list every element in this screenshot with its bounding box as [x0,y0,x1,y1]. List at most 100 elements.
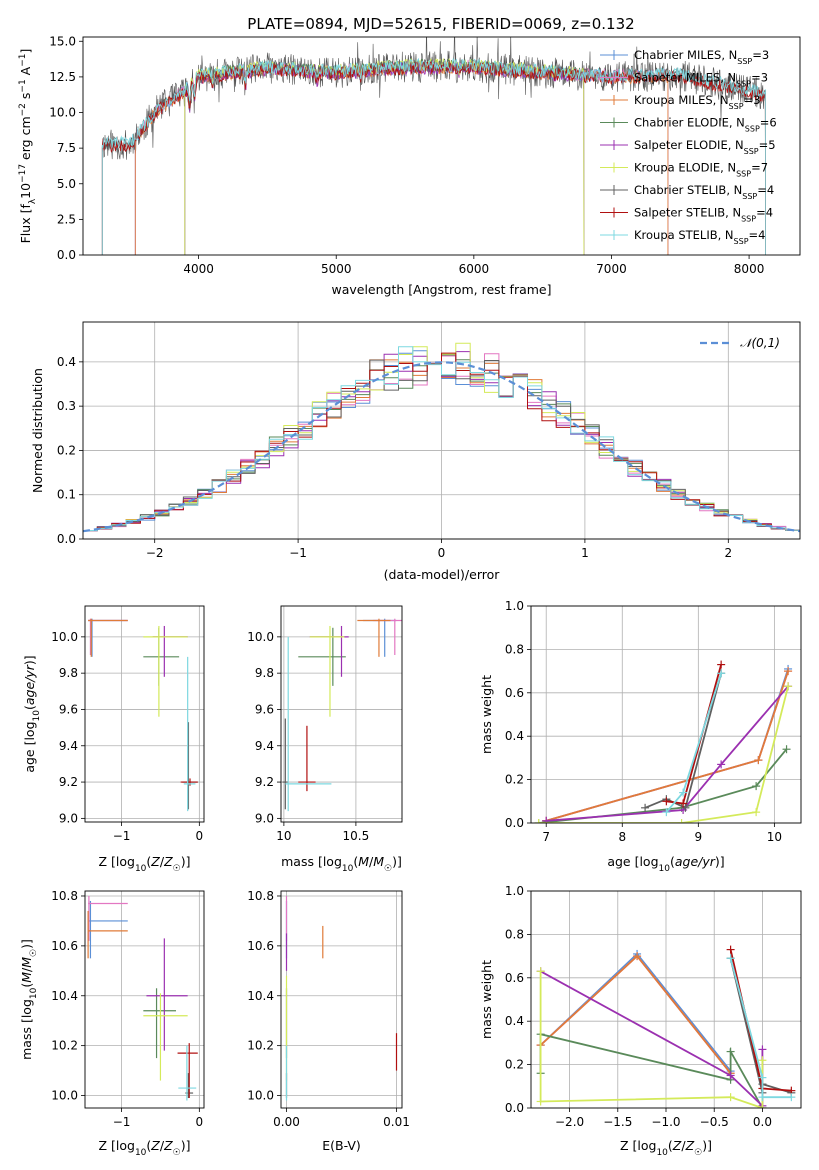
y-tick-label: 0.8 [505,927,524,941]
y-tick-label: 0.8 [505,642,524,656]
x-tick-label: 0.0 [753,1115,772,1129]
x-axis-label: E(B-V) [322,1138,361,1153]
x-axis-label: Z [log10(Z/Z☉)] [98,854,190,874]
mass_vs_ebv-plot-area [285,895,398,1101]
x-tick-label: −0.5 [700,1115,729,1129]
y-tick-label: 9.2 [255,775,274,789]
y-tick-label: 2.5 [57,212,76,226]
x-tick-label: 4000 [183,262,214,276]
y-tick-label: 5.0 [57,177,76,191]
x-axis-label: wavelength [Angstrom, rest frame] [331,282,551,297]
y-tick-label: 9.8 [255,666,274,680]
x-tick-label: 1 [581,546,589,560]
y-tick-label: 9.8 [59,666,78,680]
y-axis-label: age [log10(age/yr)] [22,655,42,772]
y-tick-label: 10.0 [247,1089,274,1103]
y-tick-label: 9.2 [59,775,78,789]
y-tick-label: 0.4 [505,729,524,743]
y-tick-label: 10.8 [51,889,78,903]
weight_vs_age-axes: 7 8 9 10 0.0 0.2 0.4 0.6 0.8 1.0 age [log10(age/yr… [479,599,802,874]
y-tick-label: 1.0 [505,884,524,898]
y-tick-label: 9.6 [255,702,274,716]
y-tick-label: 0.0 [57,248,76,262]
weight_vs_age-frame [530,605,802,824]
x-tick-label: −1 [113,829,131,843]
residuals-axes: −2 −1 0 1 2 0.0 0.1 0.2 0.3 0.4 (data-model)/error… [30,321,801,582]
y-tick-label: 0.4 [57,355,76,369]
x-tick-label: 0.00 [273,1115,300,1129]
legend-label: Chabrier STELIB, NSSP=4 [634,183,774,201]
legend-label: Kroupa MILES, NSSP=3 [634,93,760,111]
y-tick-label: 10.2 [247,1039,274,1053]
legend-label: 𝒩(0,1) [740,336,780,350]
mass_vs_Z-axes: −1 0 10.0 10.2 10.4 10.6 10.8 Z [log10(Z/Z☉)] ma… [19,889,205,1158]
hist-kroupa_stelib [83,346,800,531]
y-tick-label: 0.2 [505,1058,524,1072]
x-tick-label: 0 [196,1115,204,1129]
weight_vs_Z-axes: −2.0 −1.5 −1.0 −0.5 0.0 0.0 0.2 0.4 0.6 0.8 1.0 Z [… [479,884,802,1158]
panel-weight_vs_Z: −2.0 −1.5 −1.0 −0.5 0.0 0.0 0.2 0.4 0.6 0.8 1.0 Z [… [479,884,802,1158]
x-tick-label: 9 [695,830,703,844]
mass_vs_ebv-frame [280,890,403,1109]
panel-mass_vs_Z: −1 0 10.0 10.2 10.4 10.6 10.8 Z [log10(Z/Z☉)] ma… [19,889,205,1158]
panel-residuals: −2 −1 0 1 2 0.0 0.1 0.2 0.3 0.4 (data-model)/error… [30,321,801,582]
y-tick-label: 9.0 [59,811,78,825]
y-tick-label: 10.4 [51,989,78,1003]
y-tick-label: 10.0 [51,1089,78,1103]
weight-line-kroupa_elodie [538,686,789,823]
x-tick-label: 0 [196,829,204,843]
panel-age_vs_mass: 10 10.5 9.0 9.2 9.4 9.6 9.8 10.0 mass [log10(M/M… [247,605,403,874]
x-axis-label: Z [log10(Z/Z☉)] [620,1138,712,1158]
y-tick-label: 10.4 [247,989,274,1003]
legend-label: Chabrier MILES, NSSP=3 [634,48,769,66]
x-tick-label: −1.5 [603,1115,632,1129]
legend-label: Kroupa STELIB, NSSP=4 [634,228,765,246]
x-tick-label: −1 [113,1115,131,1129]
y-tick-label: 15.0 [49,34,76,48]
figure-title: PLATE=0894, MJD=52615, FIBERID=0069, z=0… [247,15,634,33]
x-axis-label: age [log10(age/yr)] [607,854,724,874]
mass_vs_Z-frame [84,890,205,1109]
age_vs_mass-axes: 10 10.5 9.0 9.2 9.4 9.6 9.8 10.0 mass [log10(M/M… [247,605,403,874]
legend-label: Chabrier ELODIE, NSSP=6 [634,116,777,134]
mass_vs_Z-plot-area [87,895,198,1101]
spectrum-frame [82,36,801,256]
legend-label: Kroupa ELODIE, NSSP=7 [634,161,768,179]
x-tick-label: −2 [146,546,164,560]
spectrum-model-salpeter_stelib [101,60,766,255]
y-tick-label: 0.1 [57,488,76,502]
spectrum-axes: 4000 5000 6000 7000 8000 0.0 2.5 5.0 7.5 10.0 12.5… [18,34,801,297]
y-axis-label: mass [log10(M/M☉)] [19,939,39,1060]
y-tick-label: 10.2 [51,1039,78,1053]
x-tick-label: 2 [724,546,732,560]
x-tick-label: 8000 [734,262,765,276]
y-tick-label: 10.0 [49,106,76,120]
age_vs_Z-axes: −1 0 9.0 9.2 9.4 9.6 9.8 10.0 Z [log10(Z/Z☉)] age… [22,605,205,874]
y-tick-label: 0.0 [505,1101,524,1115]
weight_vs_age-plot-area [534,660,793,823]
y-axis-label: Normed distribution [30,368,45,493]
panel-mass_vs_ebv: 0.00 0.01 10.0 10.2 10.4 10.6 10.8 E(B-V) [247,889,410,1153]
weight_vs_Z-frame [530,890,802,1109]
y-tick-label: 0.4 [505,1014,524,1028]
panel-age_vs_Z: −1 0 9.0 9.2 9.4 9.6 9.8 10.0 Z [log10(Z/Z☉)] age… [22,605,205,874]
y-tick-label: 12.5 [49,70,76,84]
y-axis-label: Flux [fλ10−17 erg cm−2 s−1 A−1] [18,49,38,244]
age_vs_Z-frame [84,605,205,823]
hist-kroupa_miles [83,359,800,532]
x-tick-label: 0.01 [383,1115,410,1129]
x-axis-label: mass [log10(M/M☉)] [281,854,402,874]
residuals-frame [82,321,801,540]
y-tick-label: 9.6 [59,702,78,716]
y-tick-label: 0.2 [57,443,76,457]
legend-label: Salpeter STELIB, NSSP=4 [634,206,773,224]
spectrum-model-kroupa_stelib [101,57,766,255]
y-tick-label: 10.0 [51,630,78,644]
spectrum-legend: Chabrier MILES, NSSP=3 Salpeter MILES, NS… [600,48,777,246]
age_vs_Z-plot-area [88,618,198,812]
y-tick-label: 10.8 [247,889,274,903]
x-tick-label: 7 [542,830,550,844]
panel-weight_vs_age: 7 8 9 10 0.0 0.2 0.4 0.6 0.8 1.0 age [log10(age/yr… [479,599,802,874]
